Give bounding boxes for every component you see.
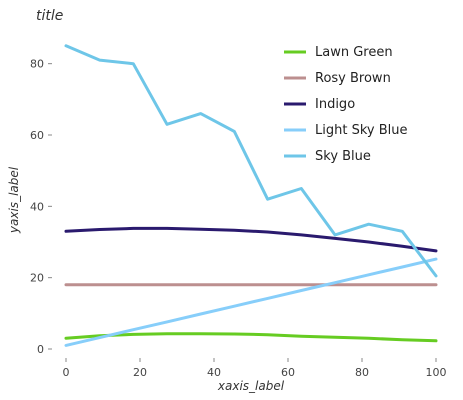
legend: Lawn Green Rosy Brown Indigo Light Sky Blue… bbox=[284, 45, 408, 164]
y-tick-label: 80 bbox=[30, 58, 44, 71]
x-tick-label: 100 bbox=[426, 366, 447, 379]
legend-label: Indigo bbox=[315, 97, 355, 112]
x-tick-label: 60 bbox=[281, 366, 295, 379]
x-axis-title: xaxis_label bbox=[217, 379, 285, 393]
x-tick-label: 0 bbox=[63, 366, 70, 379]
y-tick-label: 20 bbox=[30, 272, 44, 285]
legend-label: Lawn Green bbox=[315, 45, 393, 60]
series-line-indigo bbox=[64, 226, 438, 253]
x-tick-label: 40 bbox=[207, 366, 221, 379]
legend-label: Sky Blue bbox=[315, 149, 371, 164]
x-tick-label: 20 bbox=[133, 366, 147, 379]
x-tick-label: 80 bbox=[355, 366, 369, 379]
y-axis-title: yaxis_label bbox=[7, 166, 21, 234]
series-layer bbox=[64, 44, 438, 347]
y-tick-label: 40 bbox=[30, 200, 44, 213]
chart-title: title bbox=[36, 8, 63, 24]
legend-label: Rosy Brown bbox=[315, 71, 391, 86]
series-line-light-sky-blue bbox=[64, 257, 438, 347]
legend-label: Light Sky Blue bbox=[315, 123, 408, 138]
axes-layer: 0 20 40 60 80 0 20 40 60 80 100 bbox=[30, 58, 447, 379]
y-tick-label: 60 bbox=[30, 129, 44, 142]
y-tick-label: 0 bbox=[37, 343, 44, 356]
series-line-lawn-green bbox=[64, 332, 438, 343]
series-line-sky-blue bbox=[64, 44, 438, 278]
